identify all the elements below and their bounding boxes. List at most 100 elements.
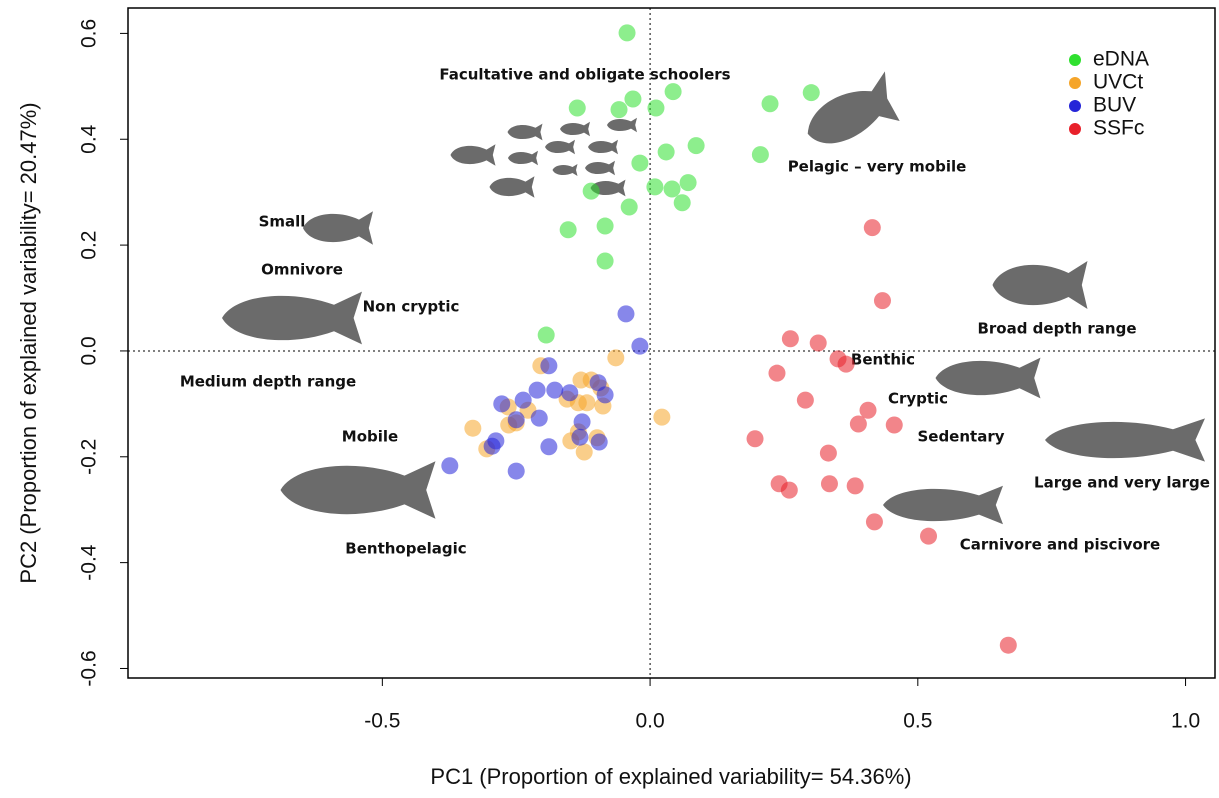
point [819, 444, 837, 462]
fish-icon [560, 121, 590, 137]
point [885, 416, 903, 434]
point [483, 437, 501, 455]
fish-icon [507, 123, 543, 141]
annotation: Benthopelagic [345, 540, 466, 558]
point [781, 330, 799, 348]
y-tick-label: -0.4 [78, 544, 101, 581]
point [859, 401, 877, 419]
annotation: Carnivore and piscivore [960, 536, 1160, 554]
point [865, 513, 883, 531]
point [441, 457, 459, 475]
legend-marker [1069, 100, 1081, 112]
point [664, 83, 682, 101]
point [647, 99, 665, 117]
fish-icon [992, 261, 1088, 309]
x-tick-label: -0.5 [364, 710, 400, 733]
point [528, 381, 546, 399]
point [582, 182, 600, 200]
point [546, 381, 564, 399]
annotation: Pelagic – very mobile [788, 158, 967, 176]
fish-icon [552, 164, 578, 176]
point [571, 428, 589, 446]
y-tick-label: 0.6 [78, 19, 101, 48]
point [540, 438, 558, 456]
point [631, 154, 649, 172]
annotation: Facultative and obligate schoolers [439, 66, 730, 84]
point [540, 357, 558, 375]
point [607, 349, 625, 367]
annotation: Mobile [342, 428, 398, 446]
point [618, 24, 636, 42]
fish-icon [303, 211, 373, 245]
point [679, 174, 697, 192]
point [873, 292, 891, 310]
point [820, 475, 838, 493]
point [530, 409, 548, 427]
legend-label: SSFc [1093, 117, 1144, 140]
legend-marker [1069, 123, 1081, 135]
fish-icon [450, 144, 496, 166]
annotation: Cryptic [888, 390, 948, 408]
fish-icon [280, 461, 436, 519]
x-tick-label: 0.0 [635, 710, 664, 733]
y-tick-label: 0.2 [78, 230, 101, 259]
y-axis-label: PC2 (Proportion of explained variability… [16, 102, 41, 583]
point [796, 391, 814, 409]
point [514, 391, 532, 409]
annotation: Medium depth range [180, 373, 356, 391]
fish-icon [508, 150, 538, 166]
point [493, 395, 511, 413]
annotation: Small [259, 213, 306, 231]
point [761, 95, 779, 113]
fish-icon [607, 117, 637, 133]
point [809, 334, 827, 352]
annotation: Broad depth range [977, 320, 1136, 338]
point [578, 394, 596, 412]
fish-icon [1045, 418, 1205, 462]
annotation: Omnivore [261, 261, 343, 279]
annotation: Sedentary [917, 428, 1004, 446]
point [646, 178, 664, 196]
y-tick-label: -0.2 [78, 439, 101, 475]
plot-frame [127, 7, 1216, 679]
legend-label: eDNA [1093, 48, 1149, 71]
x-tick-label: 1.0 [1171, 710, 1200, 733]
point [573, 413, 591, 431]
fish-icon [585, 160, 615, 176]
point [596, 386, 614, 404]
fish-icon [489, 176, 535, 198]
legend-label: BUV [1093, 94, 1136, 117]
fish-icon [222, 291, 362, 345]
point [746, 430, 764, 448]
point [596, 252, 614, 270]
annotation: Non cryptic [363, 298, 460, 316]
fish-icon [588, 139, 618, 155]
point [780, 481, 798, 499]
point [687, 137, 705, 155]
x-tick-label: 0.5 [903, 710, 932, 733]
point [673, 194, 691, 212]
x-axis-label: PC1 (Proportion of explained variability… [430, 764, 911, 789]
y-tick-label: 0.0 [78, 336, 101, 365]
legend-marker [1069, 77, 1081, 89]
point [999, 636, 1017, 654]
point [863, 219, 881, 237]
y-tick-label: 0.4 [78, 124, 101, 154]
fish-icon [883, 485, 1003, 525]
point [768, 364, 786, 382]
point [610, 101, 628, 119]
point [657, 143, 675, 161]
point [464, 419, 482, 437]
point [751, 146, 769, 164]
fish-icon [935, 357, 1041, 399]
point [653, 408, 671, 426]
legend-label: UVCt [1093, 71, 1143, 94]
point [617, 305, 635, 323]
annotation: Benthic [851, 351, 915, 369]
point [596, 217, 614, 235]
point [559, 221, 577, 239]
annotation: Large and very large [1034, 474, 1210, 492]
point [575, 443, 593, 461]
point [837, 355, 855, 373]
